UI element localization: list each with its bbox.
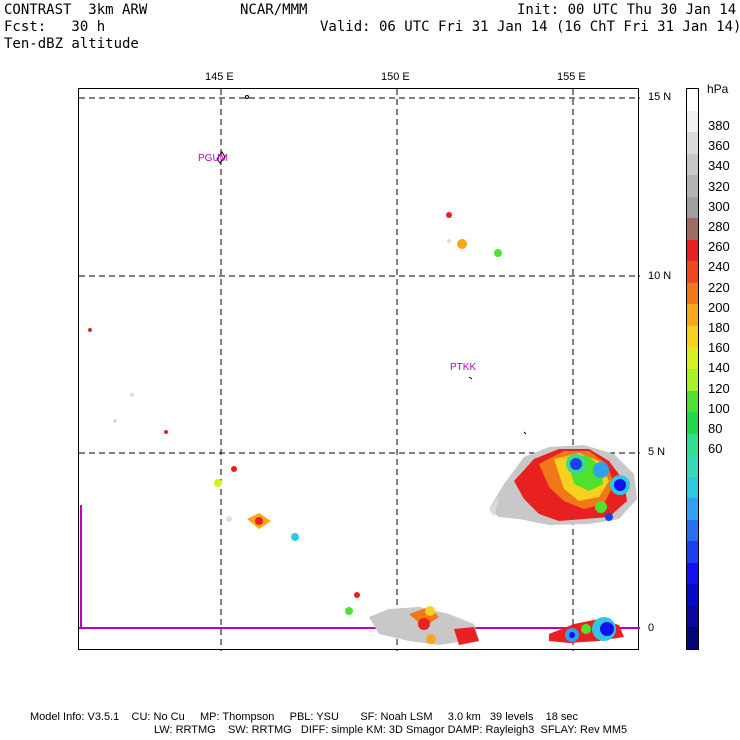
colorbar-segment	[687, 153, 698, 176]
storm-cluster-east	[489, 445, 637, 525]
colorbar-segment	[687, 347, 698, 370]
colorbar-segment	[687, 89, 698, 112]
colorbar-label: 340	[708, 158, 730, 174]
map-canvas	[79, 89, 640, 651]
colorbar-label: 300	[708, 198, 730, 214]
colorbar-label: 180	[708, 320, 730, 335]
colorbar-unit: hPa	[707, 82, 729, 96]
lon-label-150: 150 E	[381, 71, 410, 83]
organization: NCAR/MMM	[240, 2, 308, 18]
colorbar-segment	[687, 498, 698, 521]
colorbar-segment	[687, 196, 698, 219]
field-name: Ten-dBZ altitude	[4, 36, 139, 52]
colorbar-label: 140	[708, 360, 730, 376]
colorbar-label: 80	[708, 421, 723, 436]
valid-time: Valid: 06 UTC Fri 31 Jan 14 (16 ChT Fri …	[320, 19, 740, 35]
colorbar-segment	[687, 325, 698, 348]
colorbar-segment	[687, 455, 698, 478]
colorbar-label: 280	[708, 219, 730, 234]
colorbar-segment	[687, 412, 698, 435]
scattered-cells	[88, 212, 502, 615]
footer-model-info: Model Info: V3.5.1 CU: No Cu MP: Thompso…	[30, 711, 578, 723]
colorbar-segment	[687, 132, 698, 155]
station-label-ptkk: PTKK	[450, 362, 477, 373]
island-outlines	[216, 95, 527, 435]
colorbar-segment	[687, 261, 698, 284]
lon-label-145: 145 E	[205, 71, 234, 83]
colorbar-label: 200	[708, 299, 730, 315]
colorbar-segment	[687, 627, 698, 650]
colorbar-segment	[687, 282, 698, 305]
lat-label-15n: 15 N	[648, 91, 672, 103]
lat-label-5n: 5 N	[648, 446, 666, 458]
map-panel: PGUM PTKK	[78, 88, 640, 651]
colorbar-label: 100	[708, 400, 730, 416]
colorbar-segment	[687, 476, 698, 499]
colorbar-label: 360	[708, 138, 730, 154]
forecast-hour: Fcst: 30 h	[4, 19, 106, 35]
colorbar-label: 380	[708, 118, 730, 133]
graticule	[79, 89, 640, 651]
lon-label-155: 155 E	[557, 71, 586, 83]
colorbar-segment	[687, 110, 698, 133]
colorbar-segment	[687, 584, 698, 607]
lat-label-10n: 10 N	[648, 270, 672, 282]
colorbar-segment	[687, 304, 698, 327]
colorbar-label: 260	[708, 239, 730, 255]
colorbar-label: 120	[708, 380, 730, 396]
colorbar-segment	[687, 541, 698, 564]
colorbar-label: 240	[708, 259, 730, 275]
colorbar-segment	[687, 390, 698, 413]
colorbar-segment	[687, 175, 698, 198]
colorbar-label: 320	[708, 178, 730, 194]
colorbar-segment	[687, 562, 698, 585]
station-label-pgum: PGUM	[198, 153, 228, 164]
colorbar-label: 220	[708, 279, 730, 295]
colorbar-segment	[687, 519, 698, 542]
colorbar-label: 160	[708, 340, 730, 356]
storm-cluster-equator	[369, 606, 624, 645]
model-title: CONTRAST 3km ARW	[4, 2, 148, 18]
colorbar-segment	[687, 369, 698, 392]
footer-physics-info: LW: RRTMG SW: RRTMG DIFF: simple KM: 3D …	[154, 724, 628, 736]
init-time: Init: 00 UTC Thu 30 Jan 14	[517, 2, 737, 18]
colorbar-segment	[687, 605, 698, 628]
colorbar-segment	[687, 218, 698, 241]
lat-label-0: 0	[648, 622, 655, 634]
colorbar-label: 60	[708, 441, 723, 457]
colorbar	[686, 88, 699, 650]
colorbar-segment	[687, 433, 698, 456]
colorbar-segment	[687, 239, 698, 262]
